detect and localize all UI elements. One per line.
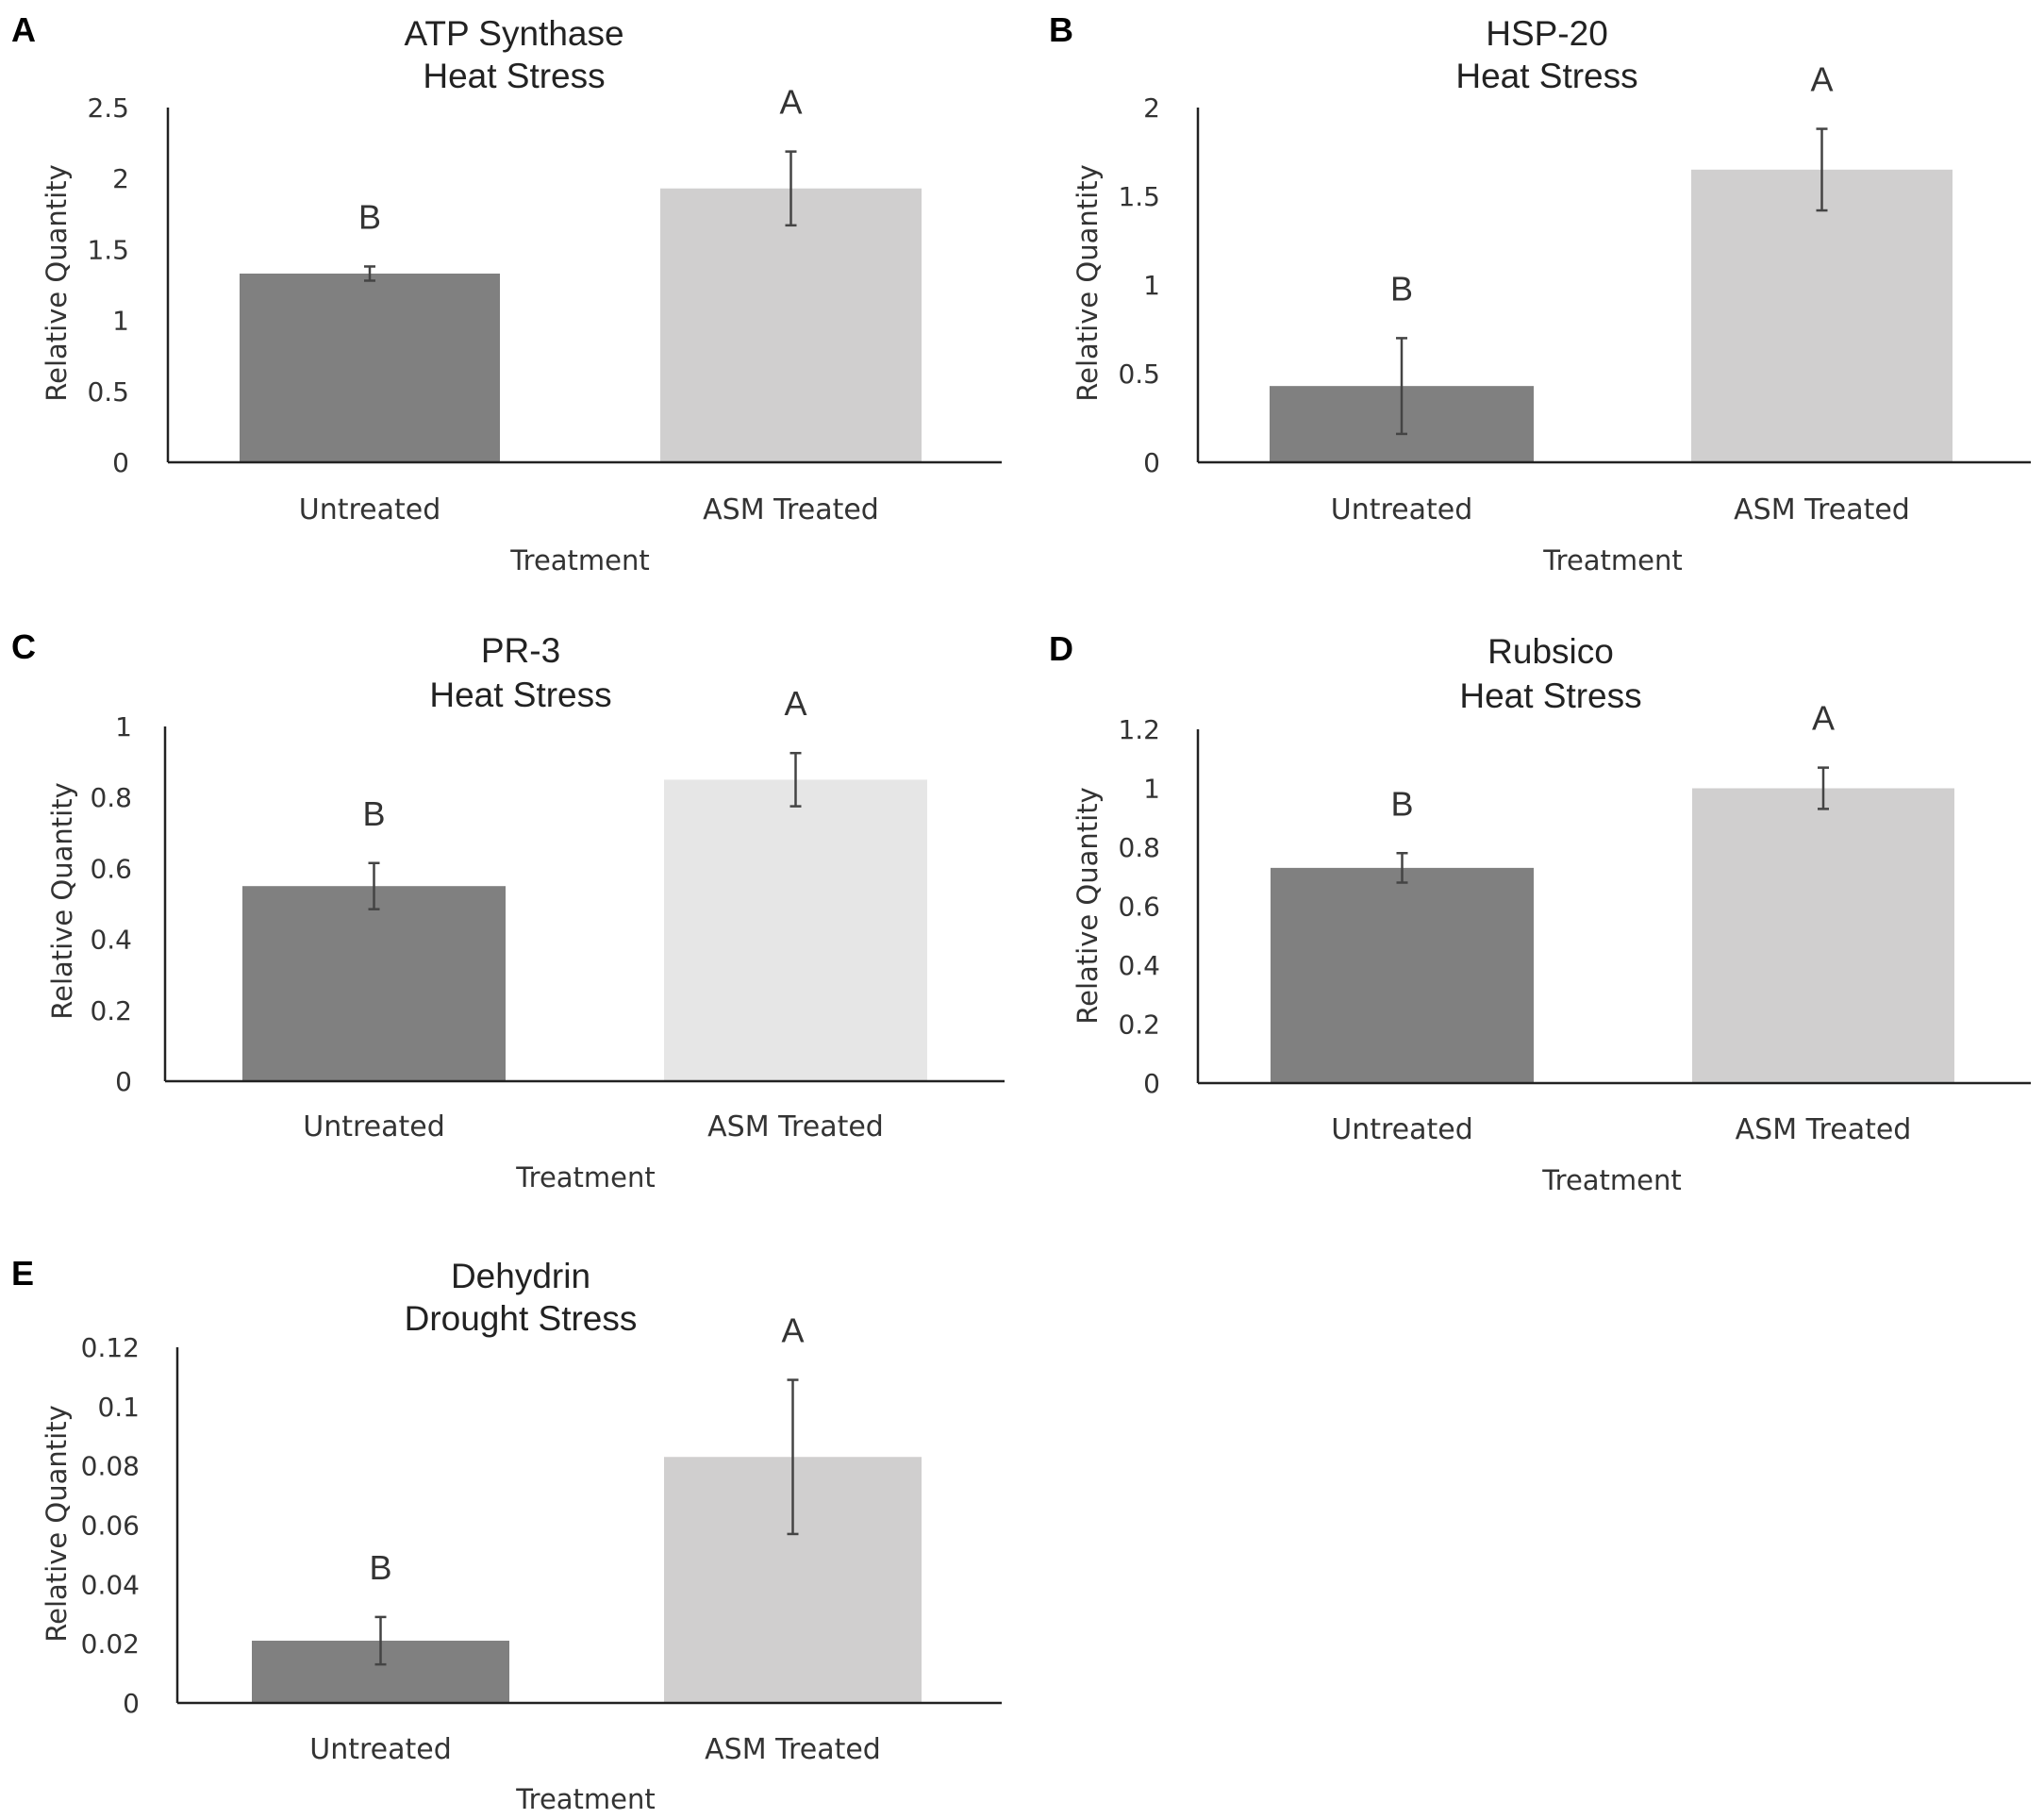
y-tick-label: 2.5 xyxy=(87,92,129,124)
x-category-label: Untreated xyxy=(303,1110,445,1143)
y-tick-label: 0.08 xyxy=(81,1451,140,1482)
chart-panel-c: C PR-3 Heat Stress 0 0.2 0.4 0.6 0.8 1 B Untreated… xyxy=(11,627,1005,1193)
x-axis-title: Treatment xyxy=(1542,544,1683,576)
x-axis-title: Treatment xyxy=(1541,1164,1682,1196)
y-tick-label: 2 xyxy=(1143,92,1160,124)
y-tick-label: 0.8 xyxy=(90,782,132,813)
y-tick-label: 0.2 xyxy=(1118,1010,1160,1041)
significance-letter: A xyxy=(1810,60,1833,99)
y-tick-label: 1.2 xyxy=(1118,714,1160,745)
bar-untreated xyxy=(242,886,506,1081)
y-tick-label: 0 xyxy=(1143,447,1160,478)
x-category-label: Untreated xyxy=(299,493,441,526)
chart-title-line-1: PR-3 xyxy=(481,631,560,670)
y-tick-label: 0.2 xyxy=(90,995,132,1026)
y-tick-label: 1 xyxy=(1143,774,1160,805)
chart-title-line-1: HSP-20 xyxy=(1486,14,1608,53)
y-tick-label: 0.6 xyxy=(90,853,132,884)
x-axis-title: Treatment xyxy=(509,544,650,576)
chart-title-line-2: Heat Stress xyxy=(1459,676,1641,715)
x-category-label: ASM Treated xyxy=(705,1733,881,1766)
y-tick-label: 0.04 xyxy=(81,1569,140,1600)
chart-title-line-2: Drought Stress xyxy=(405,1299,638,1338)
y-tick-label: 1.5 xyxy=(1118,181,1160,212)
panel-letter: B xyxy=(1049,10,1073,49)
bar-asm-treated xyxy=(664,779,927,1081)
significance-letter: A xyxy=(779,83,802,122)
y-tick-label: 0.06 xyxy=(81,1510,140,1542)
panel-letter: D xyxy=(1049,629,1073,668)
chart-title-line-2: Heat Stress xyxy=(423,57,605,95)
y-tick-label: 0 xyxy=(115,1066,132,1097)
x-category-label: Untreated xyxy=(309,1733,452,1766)
significance-letter: B xyxy=(369,1548,391,1587)
x-axis-title: Treatment xyxy=(515,1161,656,1193)
bar-untreated xyxy=(240,273,500,462)
y-axis-title: Relative Quantity xyxy=(46,782,78,1019)
y-axis-title: Relative Quantity xyxy=(1072,787,1104,1024)
bar-asm-treated xyxy=(1691,169,1953,463)
chart-title-line-1: Rubsico xyxy=(1487,632,1614,671)
panel-letter: E xyxy=(11,1254,34,1293)
x-category-label: ASM Treated xyxy=(1736,1113,1912,1146)
significance-letter: B xyxy=(1390,784,1413,823)
y-tick-label: 0.6 xyxy=(1118,892,1160,923)
significance-letter: B xyxy=(1390,269,1413,308)
x-category-label: ASM Treated xyxy=(707,1110,884,1143)
bar-untreated xyxy=(1271,867,1534,1083)
panel-letter: A xyxy=(11,10,36,49)
y-tick-label: 1 xyxy=(112,306,129,337)
y-tick-label: 0.12 xyxy=(81,1332,140,1363)
x-category-label: Untreated xyxy=(1331,493,1473,526)
y-tick-label: 0.1 xyxy=(97,1392,140,1423)
significance-letter: B xyxy=(358,197,381,236)
y-tick-label: 0 xyxy=(123,1688,140,1719)
y-tick-label: 1 xyxy=(1143,270,1160,301)
y-axis-title: Relative Quantity xyxy=(41,164,73,401)
panel-letter: C xyxy=(11,627,36,666)
y-tick-label: 0.8 xyxy=(1118,832,1160,863)
significance-letter: A xyxy=(784,684,806,723)
y-tick-label: 1 xyxy=(115,711,132,743)
significance-letter: A xyxy=(781,1311,804,1350)
y-tick-label: 0.4 xyxy=(90,925,132,956)
x-category-label: ASM Treated xyxy=(1734,493,1910,526)
significance-letter: A xyxy=(1812,699,1835,738)
y-tick-label: 0.5 xyxy=(87,376,129,408)
chart-title-line-2: Heat Stress xyxy=(429,676,611,714)
bar-asm-treated xyxy=(1692,788,1954,1083)
y-axis-title: Relative Quantity xyxy=(41,1405,73,1642)
bar-asm-treated xyxy=(660,188,922,462)
chart-panel-b: B HSP-20 Heat Stress 0 0.5 1 1.5 2 B Untreated A AS… xyxy=(1049,10,2031,576)
chart-title-line-2: Heat Stress xyxy=(1455,57,1637,95)
chart-title-line-1: ATP Synthase xyxy=(404,14,623,53)
y-tick-label: 0.02 xyxy=(81,1628,140,1660)
chart-title-line-1: Dehydrin xyxy=(451,1257,590,1295)
y-tick-label: 0 xyxy=(1143,1068,1160,1099)
y-tick-label: 2 xyxy=(112,163,129,194)
x-axis-title: Treatment xyxy=(515,1783,656,1815)
y-tick-label: 0 xyxy=(112,447,129,478)
chart-panel-e: E Dehydrin Drought Stress 0 0.02 0.04 0.06 0.08… xyxy=(11,1254,1002,1815)
x-category-label: Untreated xyxy=(1331,1113,1473,1146)
x-category-label: ASM Treated xyxy=(703,493,879,526)
y-axis-title: Relative Quantity xyxy=(1072,164,1104,401)
y-tick-label: 0.4 xyxy=(1118,950,1160,981)
y-tick-label: 0.5 xyxy=(1118,359,1160,390)
chart-panel-a: A ATP Synthase Heat Stress 0 0.5 1 1.5 2 2.5 B Unt… xyxy=(11,10,1002,576)
chart-panel-d: D Rubsico Heat Stress 0 0.2 0.4 0.6 0.8 1 1.2 B Unt… xyxy=(1049,629,2031,1196)
significance-letter: B xyxy=(362,794,385,833)
y-tick-label: 1.5 xyxy=(87,234,129,265)
